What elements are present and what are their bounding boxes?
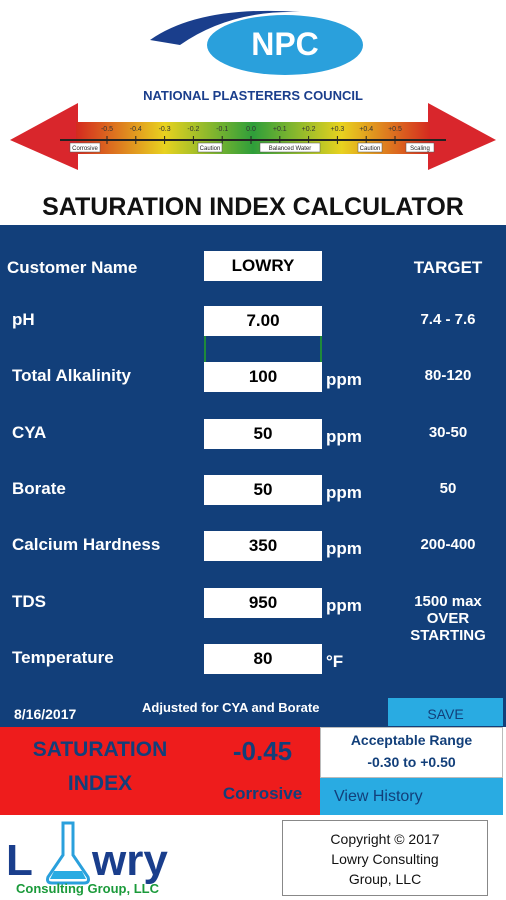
scale: -0.5 -0.4 -0.3 -0.2 -0.1 0.0 +0.1 +0.2 +0.3 +0.4 +… xyxy=(69,126,435,153)
zone-label: Balanced Water xyxy=(269,146,311,152)
result-panel xyxy=(0,727,320,815)
zone-label: Caution xyxy=(360,146,381,152)
logo-ellipse xyxy=(207,15,363,75)
zone-box xyxy=(357,142,383,153)
field-label: Temperature xyxy=(12,647,114,667)
field-input[interactable]: 7.00 xyxy=(204,306,322,336)
logo-text: NPC xyxy=(251,26,319,62)
copyright-line: Lowry Consulting xyxy=(331,851,439,867)
field-label: Calcium Hardness xyxy=(12,535,161,555)
scale-tick: +0.3 xyxy=(330,126,344,133)
logo-tagline: Consulting Group, LLC xyxy=(16,881,160,896)
scale-tick: +0.2 xyxy=(302,126,316,133)
field-label: TDS xyxy=(12,591,46,611)
field-target: 200-400 xyxy=(420,536,476,554)
field-unit: ppm xyxy=(326,539,362,559)
note: Adjusted for CYA and Borate xyxy=(142,700,320,715)
result-value: -0.45 xyxy=(232,736,293,766)
customer-label: Customer Name xyxy=(7,258,138,277)
field-label: Total Alkalinity xyxy=(12,366,132,386)
date: 8/16/2017 xyxy=(14,706,77,722)
field-unit: ppm xyxy=(326,595,362,615)
result-label-2: INDEX xyxy=(67,772,133,795)
field-unit: ppm xyxy=(326,426,362,446)
field-input[interactable]: 100 xyxy=(204,362,322,393)
scale-tick: -0.2 xyxy=(187,126,199,133)
logo-letter: L xyxy=(6,836,33,885)
field-target: 7.4 - 7.6 xyxy=(420,311,476,328)
organization: NATIONAL PLASTERERS COUNCIL xyxy=(143,88,363,103)
field-label: pH xyxy=(12,310,35,329)
field-target: 50 xyxy=(439,479,457,497)
logo-swoosh xyxy=(150,10,300,45)
zone-label: Corrosive xyxy=(72,146,98,152)
selected-cell[interactable] xyxy=(204,334,322,364)
field-target: 1500 max xyxy=(414,592,482,610)
result-label-1: SATURATION xyxy=(32,738,168,761)
target-header: TARGET xyxy=(413,258,483,277)
field-target: 80-120 xyxy=(424,367,472,385)
result-status: Corrosive xyxy=(222,784,303,803)
field-input[interactable]: 350 xyxy=(204,531,322,562)
zone-label: Caution xyxy=(200,146,221,152)
title: SATURATION INDEX CALCULATOR xyxy=(42,193,464,221)
copyright-line: Copyright © 2017 xyxy=(330,831,440,847)
copyright-box: Copyright © 2017 Lowry Consulting Group,… xyxy=(282,820,488,896)
zone-box xyxy=(197,142,223,153)
scale-tick: -0.5 xyxy=(101,126,113,133)
zone-box xyxy=(405,142,435,153)
scale-tick: 0.0 xyxy=(246,126,256,133)
field-target: OVER xyxy=(426,609,470,627)
field-input[interactable]: 50 xyxy=(204,418,322,449)
flask-icon xyxy=(46,821,90,885)
range-box xyxy=(320,727,503,778)
scale-tick: -0.3 xyxy=(159,126,171,133)
field-label: CYA xyxy=(12,422,47,442)
header: NPC NATIONAL PLASTERERS COUNCIL -0.5 -0.4… xyxy=(10,10,496,221)
field-unit: ppm xyxy=(326,482,362,502)
field-label: Borate xyxy=(12,478,66,498)
arrow-right xyxy=(428,103,496,170)
range-label: Acceptable Range xyxy=(350,732,473,748)
field-unit: ppm xyxy=(326,370,362,390)
history-button[interactable]: View History xyxy=(320,778,503,815)
arrow-left xyxy=(10,103,78,170)
copyright-line: Group, LLC xyxy=(348,871,422,887)
scale-tick: +0.5 xyxy=(388,126,402,133)
zone-box xyxy=(69,142,101,153)
scale-tick: -0.1 xyxy=(216,126,228,133)
field-input[interactable]: 50 xyxy=(204,474,322,505)
scale-tick: +0.1 xyxy=(273,126,287,133)
field-unit: °F xyxy=(326,651,344,671)
field-target: 30-50 xyxy=(428,423,468,441)
logo-letters: wry xyxy=(91,836,168,885)
range-value: -0.30 to +0.50 xyxy=(367,754,456,770)
field-target: STARTING xyxy=(410,626,486,644)
flask-liquid xyxy=(50,871,86,879)
zone-box xyxy=(259,142,321,153)
scale-tick: +0.4 xyxy=(359,126,373,133)
save-button[interactable]: SAVE xyxy=(388,698,503,726)
field-input[interactable]: 80 xyxy=(204,643,322,674)
company-logo: L wry Consulting Group, LLC xyxy=(6,821,168,896)
zone-label: Scaling xyxy=(410,146,430,152)
scale-tick: -0.4 xyxy=(130,126,142,133)
field-input[interactable]: 950 xyxy=(204,587,322,618)
customer-input[interactable]: LOWRY xyxy=(204,251,322,281)
